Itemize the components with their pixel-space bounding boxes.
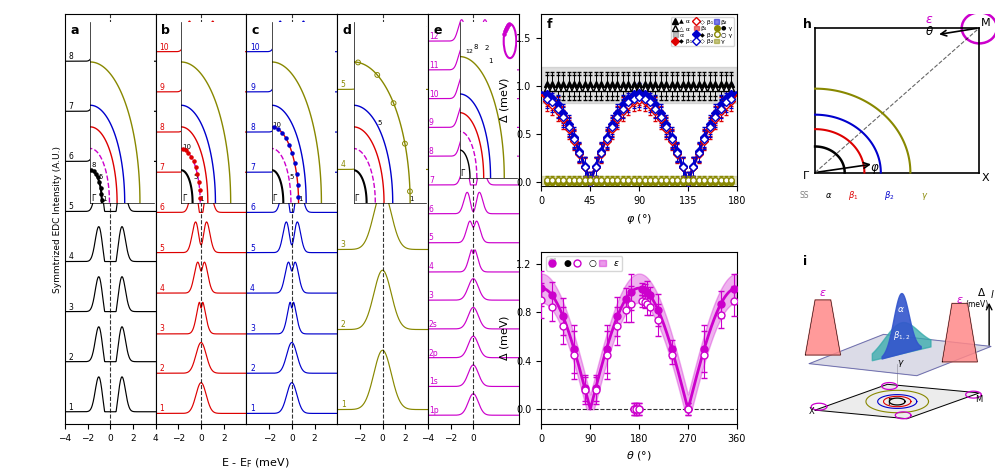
Text: a: a [70, 24, 79, 37]
Text: Γ: Γ [887, 398, 892, 407]
Text: (meV): (meV) [966, 300, 989, 309]
Text: 3: 3 [250, 324, 255, 333]
Text: 5: 5 [159, 244, 164, 252]
Text: 8: 8 [250, 123, 255, 132]
Text: 4: 4 [159, 284, 164, 292]
Text: 6: 6 [159, 203, 164, 212]
Polygon shape [815, 384, 979, 419]
Text: $\gamma$: $\gamma$ [921, 191, 928, 203]
Text: 11: 11 [429, 61, 438, 70]
Text: c: c [252, 24, 259, 37]
Text: $\beta_1$: $\beta_1$ [848, 189, 859, 203]
Text: α: α [147, 24, 154, 34]
Text: 2s: 2s [429, 320, 438, 329]
Y-axis label: Symmtrized EDC Intensity (A.U.): Symmtrized EDC Intensity (A.U.) [53, 146, 62, 292]
Polygon shape [942, 303, 977, 362]
Text: $\varphi$: $\varphi$ [870, 162, 879, 176]
Text: E - E$_\mathrm{F}$ (meV): E - E$_\mathrm{F}$ (meV) [221, 456, 289, 470]
Text: l: l [991, 290, 994, 300]
Text: 1: 1 [250, 404, 255, 413]
Text: 4: 4 [250, 284, 255, 292]
Text: e: e [433, 24, 442, 37]
Text: 5: 5 [429, 234, 434, 243]
Text: X: X [981, 173, 989, 183]
Text: $\alpha$: $\alpha$ [897, 305, 905, 314]
Text: 1: 1 [69, 403, 73, 412]
Text: 6: 6 [250, 203, 255, 212]
Text: 4: 4 [341, 160, 346, 169]
Text: b: b [161, 24, 170, 37]
Text: 10: 10 [250, 43, 260, 52]
Text: $\theta$: $\theta$ [925, 25, 934, 38]
Text: 9: 9 [159, 83, 164, 92]
Text: 8: 8 [69, 52, 73, 61]
Text: 2: 2 [341, 320, 346, 329]
Text: f: f [547, 17, 553, 31]
Text: 5: 5 [250, 244, 255, 252]
Text: 9: 9 [250, 83, 255, 92]
Text: d: d [343, 24, 352, 37]
Text: $\beta_1$: $\beta_1$ [231, 24, 245, 38]
Text: 4: 4 [429, 262, 434, 271]
Text: 12: 12 [429, 32, 438, 41]
Text: 2p: 2p [429, 349, 438, 357]
Text: 7: 7 [159, 163, 164, 172]
Text: 10: 10 [429, 89, 438, 98]
X-axis label: $\varphi$ (°): $\varphi$ (°) [626, 211, 652, 226]
Text: $\beta_2$: $\beta_2$ [322, 24, 335, 38]
Text: 4: 4 [69, 252, 74, 261]
Legend: ▲ α, △ α, α, ◆ β₁, ◇ β₁, β₁, ◆ β₂, ◇ β₂, β₂, ● γ, ○ γ, γ: ▲ α, △ α, α, ◆ β₁, ◇ β₁, β₁, ◆ β₂, ◇ β₂,… [671, 17, 734, 46]
Text: 1: 1 [159, 404, 164, 413]
Text: 2: 2 [69, 353, 73, 362]
Text: X: X [809, 406, 815, 415]
Text: g: g [547, 255, 556, 268]
Y-axis label: $\Delta$ (meV): $\Delta$ (meV) [498, 77, 511, 123]
Text: 1: 1 [341, 400, 346, 409]
Text: 1s: 1s [429, 377, 438, 386]
Text: 2: 2 [250, 364, 255, 373]
Polygon shape [809, 334, 991, 376]
Legend: ●, ○, $\varepsilon$: ●, ○, $\varepsilon$ [546, 256, 622, 271]
Text: $\varepsilon$: $\varepsilon$ [819, 289, 827, 299]
Text: $\varepsilon'$: $\varepsilon'$ [506, 24, 517, 37]
Y-axis label: $\Delta$ (meV): $\Delta$ (meV) [498, 315, 511, 361]
Text: 6: 6 [429, 205, 434, 214]
Text: $\gamma$: $\gamma$ [897, 358, 905, 369]
Text: Γ: Γ [803, 171, 810, 181]
Text: h: h [803, 17, 812, 31]
Text: 1p: 1p [429, 406, 438, 415]
Text: $\alpha$: $\alpha$ [825, 191, 832, 200]
Text: 3: 3 [69, 302, 74, 311]
Text: 8: 8 [429, 147, 434, 156]
Text: M: M [981, 18, 991, 28]
Text: 5: 5 [341, 80, 346, 89]
Text: M: M [975, 395, 983, 404]
Text: γ: γ [419, 24, 426, 34]
Text: $\varepsilon$: $\varepsilon$ [925, 13, 933, 26]
Text: SS: SS [799, 191, 809, 200]
Text: 7: 7 [250, 163, 255, 172]
Polygon shape [805, 300, 841, 355]
Text: 9: 9 [429, 118, 434, 127]
Text: $\beta_{1,2}$: $\beta_{1,2}$ [893, 329, 910, 342]
Text: 6: 6 [69, 152, 74, 162]
Text: 7: 7 [69, 102, 74, 111]
Text: i: i [803, 255, 807, 268]
Text: $\Delta$: $\Delta$ [977, 286, 986, 299]
Text: 7: 7 [429, 176, 434, 185]
Text: 3: 3 [429, 291, 434, 300]
Text: 5: 5 [69, 203, 74, 211]
Text: 10: 10 [159, 43, 169, 52]
Text: $\varepsilon$: $\varepsilon$ [956, 295, 964, 305]
Text: 8: 8 [159, 123, 164, 132]
Text: 3: 3 [159, 324, 164, 333]
X-axis label: $\theta$ (°): $\theta$ (°) [626, 449, 652, 462]
Text: $\beta_2$: $\beta_2$ [884, 189, 894, 203]
Text: 3: 3 [341, 240, 346, 249]
Text: 2: 2 [159, 364, 164, 373]
